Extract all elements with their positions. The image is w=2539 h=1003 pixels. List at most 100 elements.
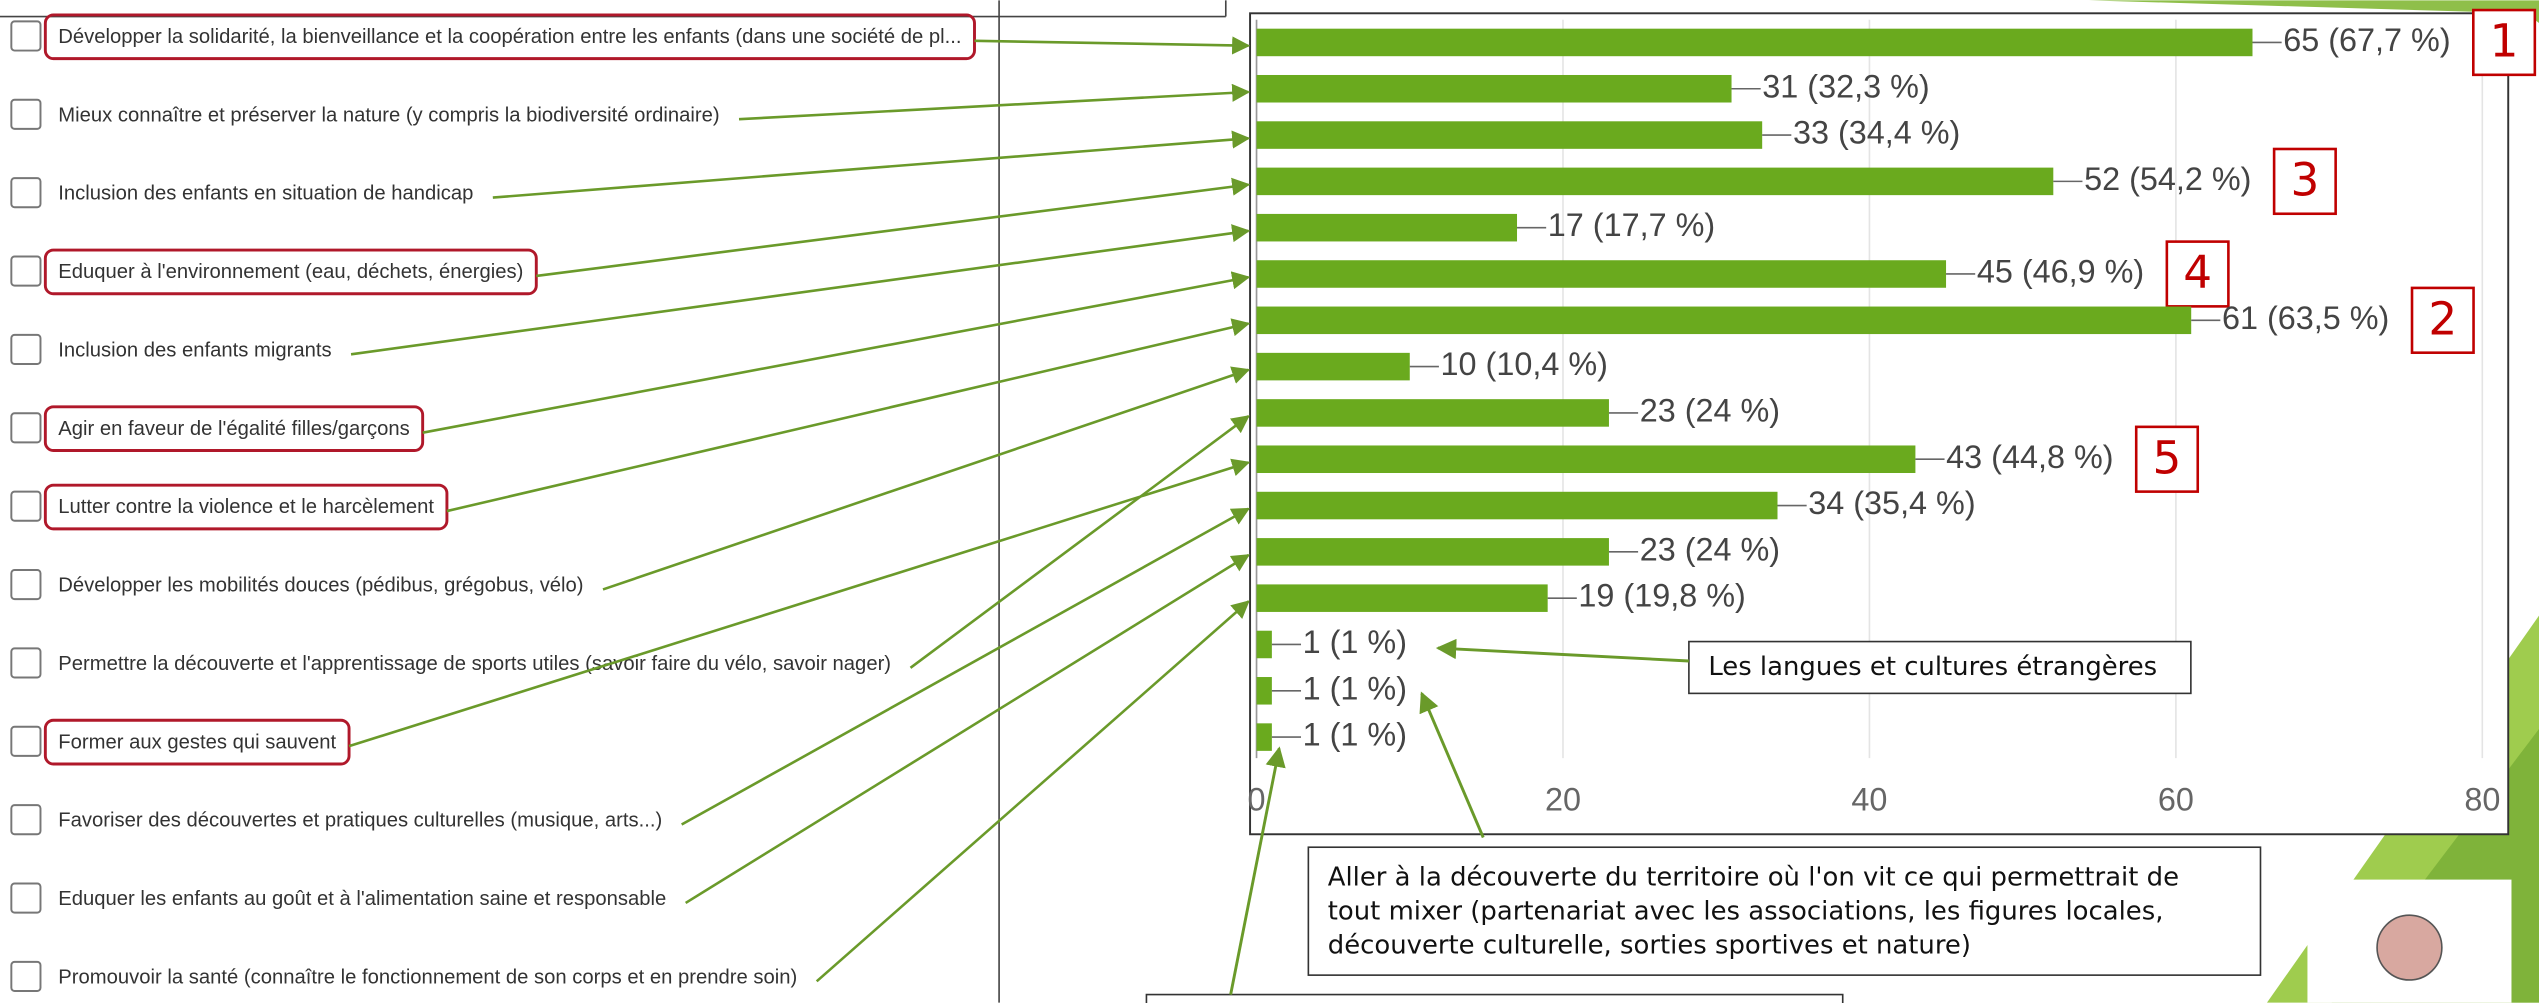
link-arrow [350, 224, 1251, 356]
value-label: 43 (44,8 %) [1946, 439, 2113, 475]
bar [1256, 352, 1410, 381]
value-label: 10 (10,4 %) [1441, 346, 1608, 382]
checkbox [10, 725, 42, 757]
value-label: 31 (32,3 %) [1762, 68, 1929, 104]
link-arrow [738, 83, 1251, 121]
value-label: 1 (1 %) [1303, 670, 1407, 706]
value-label: 1 (1 %) [1303, 717, 1407, 753]
rank-label: 2 [2428, 292, 2457, 345]
option-label: Développer les mobilités douces (pédibus… [58, 575, 583, 597]
link-arrow [684, 553, 1250, 905]
bar [1256, 584, 1548, 612]
note-arrow [1229, 746, 1286, 995]
value-label: 33 (34,4 %) [1793, 115, 1960, 151]
link-arrow [348, 458, 1251, 748]
note-box [1688, 640, 2192, 695]
value-label: 19 (19,8 %) [1578, 578, 1745, 614]
highlight-box [43, 405, 425, 452]
value-label: 34 (35,4 %) [1808, 485, 1975, 521]
rank-box [2134, 425, 2200, 493]
option-label: Développer la solidarité, la bienveillan… [58, 26, 961, 48]
option-label: Permettre la découverte et l'apprentissa… [58, 653, 891, 675]
option-label: Inclusion des enfants migrants [58, 339, 331, 361]
checkbox [10, 490, 42, 522]
checkbox [10, 255, 42, 287]
link-arrow [974, 36, 1251, 55]
x-tick-label: 0 [1248, 781, 1266, 817]
rank-label: 5 [2153, 431, 2182, 484]
value-label: 1 (1 %) [1303, 624, 1407, 660]
link-arrow [602, 366, 1251, 591]
rank-box [2272, 147, 2337, 216]
logo-icon [2376, 914, 2443, 981]
bar [1256, 630, 1272, 659]
bar [1256, 167, 2054, 196]
note-arrow [1435, 638, 1689, 663]
rank-box [2410, 286, 2475, 354]
rank-label: 3 [2290, 153, 2319, 206]
bar [1256, 723, 1272, 751]
checkbox [10, 647, 42, 679]
highlight-box [43, 13, 976, 61]
rank-box [2472, 8, 2537, 77]
highlight-box [43, 483, 449, 531]
rank-box [2165, 240, 2230, 308]
bar [1256, 538, 1609, 566]
checkbox [10, 569, 42, 601]
value-label: 65 (67,7 %) [2283, 22, 2450, 58]
rank-label: 4 [2183, 246, 2212, 299]
option-label: Agir en faveur de l'égalité filles/garço… [58, 418, 409, 440]
rank-label: 1 [2490, 15, 2519, 68]
x-tick-label: 20 [1545, 781, 1581, 817]
bar [1256, 74, 1732, 103]
option-label: Inclusion des enfants en situation de ha… [58, 183, 473, 205]
option-label: Mieux connaître et préserver la nature (… [58, 104, 719, 126]
decor [2088, 0, 2539, 24]
highlight-box [43, 718, 351, 766]
value-label: 61 (63,5 %) [2222, 300, 2389, 336]
note: Les langues et cultures étrangères [1708, 652, 2157, 682]
bar [1256, 445, 1916, 474]
option-label: Eduquer à l'environnement (eau, déchets,… [58, 261, 523, 283]
value-label: 17 (17,7 %) [1548, 207, 1715, 243]
note-box [1307, 846, 2262, 976]
bar [1256, 213, 1518, 242]
value-label: 45 (46,9 %) [1977, 254, 2144, 290]
bar [1256, 399, 1609, 427]
checkbox [10, 412, 42, 444]
link-arrow [422, 271, 1251, 434]
bar [1256, 306, 2192, 335]
x-tick-label: 60 [2158, 781, 2194, 817]
note: découverte culturelle, sorties sportives… [1328, 930, 1971, 960]
value-label: 23 (24 %) [1640, 531, 1780, 567]
link-arrow [492, 130, 1251, 199]
option-label: Lutter contre la violence et le harcèlem… [58, 496, 434, 518]
checkbox [10, 177, 42, 209]
x-tick-label: 40 [1851, 781, 1887, 817]
bar [1256, 121, 1763, 149]
link-arrow [681, 507, 1251, 826]
checkbox [10, 333, 42, 365]
note-box [1145, 993, 1844, 1003]
option-label: Former aux gestes qui sauvent [58, 731, 336, 753]
bar [1256, 260, 1947, 288]
highlight-box [43, 248, 538, 296]
note-arrow [1419, 691, 1485, 839]
bar [1256, 491, 1778, 520]
checkbox [10, 98, 42, 130]
note: tout mixer (partenariat avec les associa… [1328, 896, 2164, 926]
option-label: Favoriser des découvertes et pratiques c… [58, 810, 662, 832]
link-arrow [815, 600, 1250, 983]
checkbox [10, 20, 42, 52]
x-tick-label: 80 [2464, 781, 2500, 817]
checkbox [10, 882, 42, 914]
option-label: Eduquer les enfants au goût et à l'alime… [58, 888, 666, 910]
value-label: 52 (54,2 %) [2084, 161, 2251, 197]
link-arrow [909, 415, 1250, 669]
link-arrow [536, 177, 1251, 278]
checkbox [10, 960, 42, 992]
checkbox [10, 804, 42, 836]
link-arrow [446, 318, 1251, 513]
note: Aller à la découverte du territoire où l… [1328, 862, 2179, 892]
